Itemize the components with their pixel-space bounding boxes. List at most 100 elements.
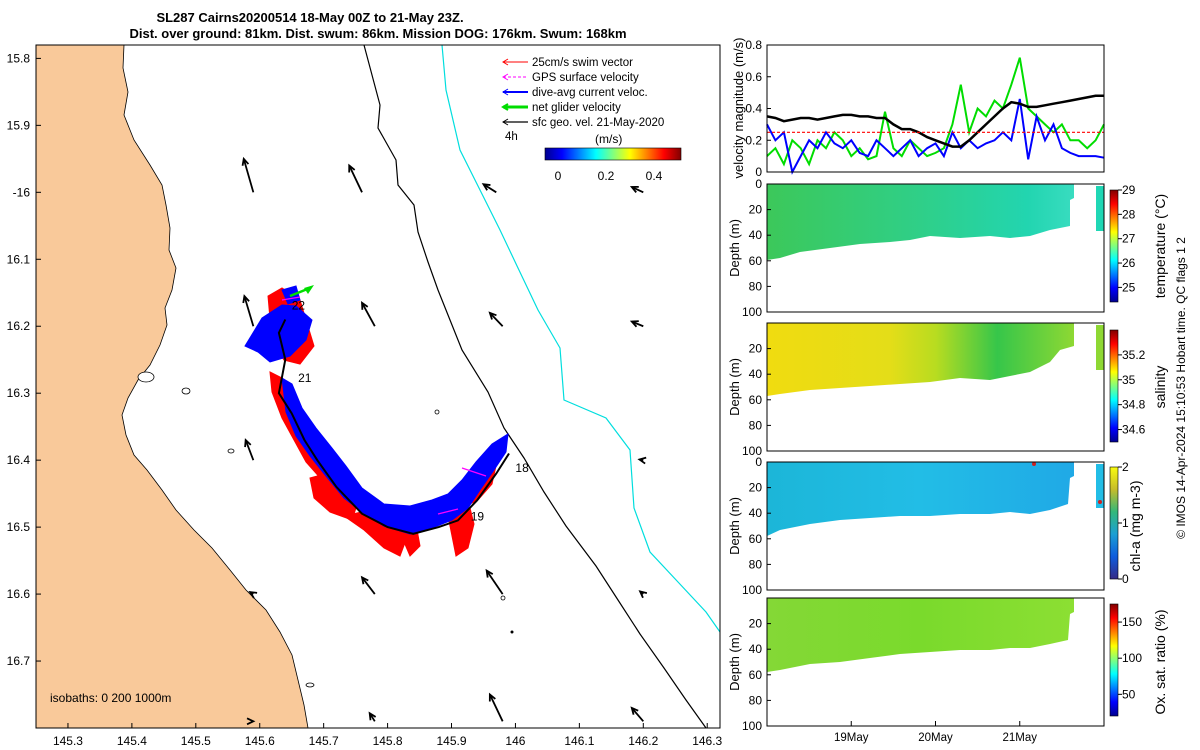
colorbar-unit: (m/s)	[595, 132, 622, 146]
depth-tick-label: 40	[749, 506, 763, 520]
colorbar-tick-label: 100	[1122, 651, 1142, 665]
sfc-arrow-head	[246, 717, 256, 726]
isobaths-label: isobaths: 0 200 1000m	[50, 691, 171, 705]
oxygen-ylabel: Depth (m)	[727, 633, 742, 691]
salinity-colorbar	[1109, 329, 1119, 443]
legend-net-head	[501, 103, 509, 111]
velocity-series-line	[766, 98, 1105, 175]
island	[227, 448, 235, 454]
sfc-arrow-shaft	[482, 183, 497, 194]
legend-swim-label: 25cm/s swim vector	[532, 57, 633, 69]
chla-field-end	[1096, 464, 1104, 508]
sfc-arrow-head	[244, 438, 252, 448]
colorbar-tick-label: 28	[1122, 207, 1136, 221]
sfc-arrow-shaft	[244, 439, 255, 461]
map-ytick-label: -16	[13, 185, 31, 199]
map-ytick-label: 15.9	[7, 118, 31, 132]
day-label: 18	[515, 461, 529, 475]
legend-net-label: net glider velocity	[532, 102, 621, 114]
temperature-ylabel: Depth (m)	[727, 219, 742, 277]
depth-tick-label: 0	[755, 455, 762, 469]
legend-swim-head	[502, 58, 509, 66]
temperature-field-end	[1096, 186, 1104, 231]
temperature-field	[767, 184, 1074, 260]
sfc-arrow-shaft	[242, 158, 255, 193]
salinity-field-end	[1096, 325, 1104, 370]
temperature-colorbar	[1109, 189, 1119, 303]
colorbar-tick: 0.2	[598, 169, 615, 183]
velocity-plot-area	[767, 45, 1104, 172]
legend-sfc-head	[502, 118, 509, 126]
velocity-y-axis: 0 0.2 0.4 0.6 0.8	[745, 38, 771, 179]
sfc-arrow-head	[629, 185, 639, 193]
island	[305, 682, 315, 688]
salinity-field	[767, 323, 1074, 396]
map-xtick-label: 145.8	[373, 734, 403, 748]
depth-tick-label: 60	[749, 532, 763, 546]
island	[510, 630, 514, 634]
island	[181, 387, 191, 395]
depth-tick-label: 80	[749, 693, 763, 707]
sfc-arrow	[348, 163, 363, 193]
depth-tick-label: 80	[749, 279, 763, 293]
temperature-cblabel: temperature (°C)	[1152, 194, 1168, 298]
depth-tick-label: 40	[749, 228, 763, 242]
sfc-arrow-shaft	[361, 302, 376, 327]
sfc-arrow	[244, 438, 255, 461]
map-ytick-label: 16.4	[7, 453, 31, 467]
map-xtick-label: 146.3	[692, 734, 722, 748]
oxygen-colorbar-ticks: 50 100 150	[1118, 615, 1142, 701]
map-xtick-label: 145.5	[181, 734, 211, 748]
temperature-panel: 0 20 40 60 80 100 Depth (m) 25 26 27 28 29 temper…	[727, 177, 1168, 319]
salinity-ylabel: Depth (m)	[727, 358, 742, 416]
day-label: 21	[298, 371, 312, 385]
salinity-cblabel: salinity	[1152, 366, 1168, 409]
velocity-ytick-label: 0	[755, 165, 762, 179]
sfc-arrow-shaft	[631, 707, 644, 722]
chla-high-point	[1032, 462, 1036, 466]
map-ytick-label: 16.1	[7, 252, 31, 266]
colorbar-tick-label: 34.8	[1122, 398, 1146, 412]
depth-tick-label: 20	[749, 481, 763, 495]
sfc-arrow-head	[488, 692, 496, 702]
title-line1: SL287 Cairns20200514 18-May 00Z to 21-Ma…	[156, 10, 463, 25]
sfc-arrow	[360, 575, 376, 595]
sfc-arrow-head	[481, 183, 491, 191]
depth-tick-label: 60	[749, 254, 763, 268]
time-tick-label: 20May	[918, 732, 953, 744]
sfc-arrow	[481, 183, 497, 194]
map-xtick-label: 146	[505, 734, 525, 748]
depth-tick-label: 20	[749, 203, 763, 217]
velocity-ytick-label: 0.8	[745, 38, 762, 52]
sfc-arrow-head	[242, 294, 250, 304]
colorbar-tick-label: 1	[1122, 516, 1129, 530]
depth-tick-label: 40	[749, 642, 763, 656]
oxygen-field	[767, 598, 1074, 672]
sfc-arrow-shaft	[361, 576, 376, 595]
map-xtick-label: 146.2	[628, 734, 658, 748]
map-ytick-label: 16.7	[7, 654, 31, 668]
map-ytick-label: 16.2	[7, 319, 31, 333]
coastline-land	[35, 44, 309, 729]
sfc-arrow-head	[629, 320, 639, 328]
sfc-arrow	[368, 711, 377, 722]
map-ytick-label: 16.6	[7, 587, 31, 601]
sfc-arrow	[637, 456, 647, 465]
gps-arrow	[437, 508, 459, 515]
velocity-panel: 0 0.2 0.4 0.6 0.8 velocity magnitude (m/s)	[731, 38, 1105, 179]
oxygen-cblabel: Ox. sat. ratio (%)	[1152, 609, 1168, 714]
sfc-arrow	[488, 311, 504, 327]
chla-field	[767, 462, 1074, 536]
sfc-arrow-shaft	[631, 186, 644, 194]
title-line2: Dist. over ground: 81km. Dist. swum: 86k…	[129, 26, 626, 41]
legend-sfc-label: sfc geo. vel. 21-May-2020	[532, 117, 664, 129]
sfc-arrow-shaft	[631, 320, 644, 328]
depth-tick-label: 20	[749, 617, 763, 631]
depth-tick-label: 100	[742, 444, 762, 458]
colorbar-tick-label: 34.6	[1122, 423, 1146, 437]
sfc-arrow	[361, 300, 376, 327]
colorbar-tick-label: 150	[1122, 615, 1142, 629]
net-velocity-arrow	[289, 285, 314, 298]
sfc-arrow	[248, 590, 258, 599]
